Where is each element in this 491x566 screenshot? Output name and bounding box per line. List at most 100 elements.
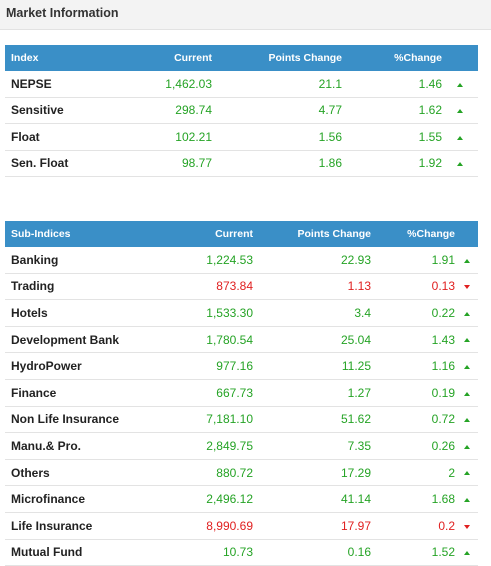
row-trend [455,512,478,540]
row-name: Manu.& Pro. [5,432,156,460]
row-pct-change: 1.43 [371,326,455,354]
row-points-change: 1.27 [253,379,371,407]
row-current: 1,462.03 [115,71,212,98]
row-pct-change: 1.62 [342,97,442,124]
row-current: 1,224.53 [156,247,253,274]
index-table-header: Index Current Points Change %Change [5,45,478,71]
row-points-change: 1.56 [212,123,342,151]
row-current: 667.73 [156,379,253,407]
row-current: 1,533.30 [156,299,253,327]
col-header-current: Current [115,45,212,71]
row-trend [455,539,478,566]
subindex-table-header: Sub-Indices Current Points Change %Chang… [5,221,478,247]
row-points-change: 22.93 [253,247,371,274]
row-points-change: 25.04 [253,326,371,354]
table-row: Manu.& Pro. 2,849.75 7.35 0.26 [5,432,478,460]
row-points-change: 17.97 [253,512,371,540]
table-row: Trading 873.84 1.13 0.13 [5,273,478,301]
col-header-trend [455,221,478,247]
row-current: 880.72 [156,459,253,487]
row-trend [455,379,478,407]
row-trend [455,299,478,327]
row-pct-change: 0.13 [371,273,455,301]
row-trend [455,459,478,487]
row-current: 873.84 [156,273,253,301]
row-trend [442,71,478,98]
panel-title: Market Information [6,6,119,20]
row-current: 2,849.75 [156,432,253,460]
row-trend [455,273,478,301]
row-current: 8,990.69 [156,512,253,540]
row-current: 977.16 [156,352,253,380]
table-row: Others 880.72 17.29 2 [5,459,478,487]
row-name: Development Bank [5,326,156,354]
row-trend [455,406,478,434]
table-row: Microfinance 2,496.12 41.14 1.68 [5,485,478,513]
table-row: Hotels 1,533.30 3.4 0.22 [5,299,478,327]
triangle-up-icon [463,551,470,556]
table-row: Sen. Float 98.77 1.86 1.92 [5,150,478,177]
table-row: Development Bank 1,780.54 25.04 1.43 [5,326,478,354]
index-table: Index Current Points Change %Change NEPS… [5,45,478,177]
triangle-up-icon [457,162,463,167]
row-points-change: 0.16 [253,539,371,566]
row-current: 2,496.12 [156,485,253,513]
row-trend [442,123,478,151]
row-points-change: 21.1 [212,71,342,98]
row-trend [455,352,478,380]
row-pct-change: 1.91 [371,247,455,274]
row-name: Trading [5,273,156,301]
table-row: NEPSE 1,462.03 21.1 1.46 [5,71,478,98]
panel-header: Market Information [0,0,491,30]
row-points-change: 1.13 [253,273,371,301]
row-pct-change: 0.19 [371,379,455,407]
triangle-up-icon [463,258,470,263]
row-name: Microfinance [5,485,156,513]
subindex-table: Sub-Indices Current Points Change %Chang… [5,221,478,566]
triangle-up-icon [463,338,470,343]
col-header-current: Current [156,221,253,247]
row-trend [455,485,478,513]
triangle-up-icon [463,444,470,449]
col-header-pct-change: %Change [371,221,455,247]
row-pct-change: 1.46 [342,71,442,98]
row-points-change: 3.4 [253,299,371,327]
row-trend [455,247,478,274]
col-header-points-change: Points Change [212,45,342,71]
row-name: Float [5,123,115,151]
table-row: Non Life Insurance 7,181.10 51.62 0.72 [5,406,478,434]
row-pct-change: 0.2 [371,512,455,540]
row-current: 1,780.54 [156,326,253,354]
row-points-change: 7.35 [253,432,371,460]
row-current: 7,181.10 [156,406,253,434]
triangle-up-icon [457,135,463,140]
row-trend [455,326,478,354]
table-row: HydroPower 977.16 11.25 1.16 [5,352,478,380]
col-header-index: Index [5,45,115,71]
row-trend [442,150,478,177]
triangle-down-icon [463,524,470,529]
triangle-down-icon [463,285,470,290]
row-points-change: 51.62 [253,406,371,434]
row-pct-change: 0.26 [371,432,455,460]
triangle-up-icon [463,311,470,316]
row-points-change: 41.14 [253,485,371,513]
row-points-change: 1.86 [212,150,342,177]
row-name: Others [5,459,156,487]
row-points-change: 4.77 [212,97,342,124]
row-name: Sen. Float [5,150,115,177]
triangle-up-icon [463,365,470,369]
row-pct-change: 1.52 [371,539,455,566]
row-name: Finance [5,379,156,407]
col-header-sub-indices: Sub-Indices [5,221,156,247]
row-points-change: 17.29 [253,459,371,487]
row-pct-change: 0.22 [371,299,455,327]
row-trend [442,97,478,124]
table-row: Mutual Fund 10.73 0.16 1.52 [5,539,478,566]
table-row: Banking 1,224.53 22.93 1.91 [5,247,478,274]
row-name: Sensitive [5,97,115,124]
triangle-up-icon [463,418,470,423]
row-pct-change: 2 [371,459,455,487]
subindex-table-body: Banking 1,224.53 22.93 1.91 Trading 873.84 1.1… [5,247,478,566]
triangle-up-icon [457,82,463,87]
